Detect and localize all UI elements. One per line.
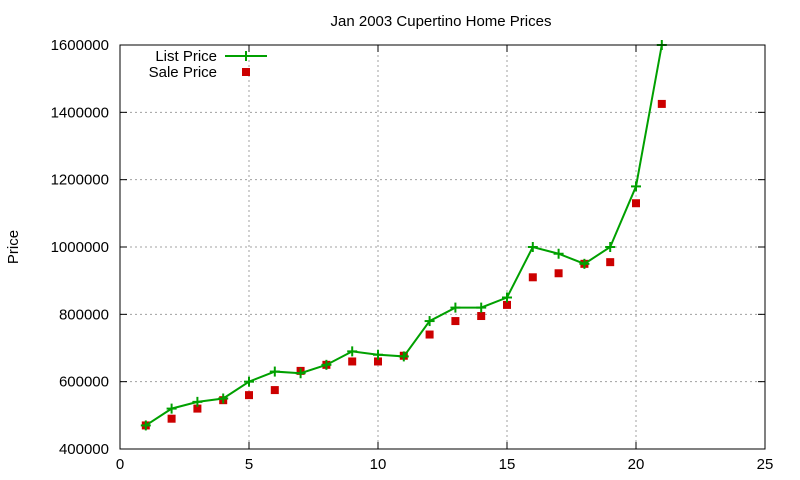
list-price-point bbox=[631, 181, 641, 192]
sale-price-point bbox=[632, 199, 640, 208]
sale-price-point bbox=[503, 300, 511, 309]
sale-price-point bbox=[451, 317, 460, 326]
x-tick-label: 0 bbox=[116, 456, 124, 473]
x-tick-label: 25 bbox=[757, 456, 774, 473]
x-tick-label: 15 bbox=[499, 456, 516, 473]
list-price-point bbox=[218, 393, 229, 404]
list-price-point bbox=[269, 366, 280, 377]
series-layer bbox=[140, 40, 667, 431]
sale-price-point bbox=[167, 414, 176, 423]
list-price-point bbox=[166, 403, 177, 414]
y-tick-label: 1600000 bbox=[51, 37, 109, 54]
legend-marker-list-price bbox=[225, 51, 267, 61]
legend-label-list-price: List Price bbox=[155, 48, 217, 65]
legend-square-marker bbox=[242, 68, 250, 76]
list-price-point bbox=[244, 376, 254, 387]
list-price-point bbox=[424, 316, 435, 327]
list-price-line bbox=[145, 44, 663, 427]
list-price-point bbox=[373, 349, 383, 360]
list-price-point bbox=[527, 242, 538, 252]
list-price-point bbox=[502, 292, 512, 303]
list-price-point bbox=[605, 242, 616, 252]
x-tick-label: 20 bbox=[628, 456, 645, 473]
list-price-point bbox=[192, 396, 203, 407]
sale-price-point bbox=[606, 258, 615, 267]
legend-marker-sale-price bbox=[242, 68, 250, 76]
chart-title: Jan 2003 Cupertino Home Prices bbox=[331, 13, 552, 30]
y-tick-label: 1400000 bbox=[51, 104, 109, 121]
y-tick-label: 800000 bbox=[59, 306, 109, 323]
y-tick-label: 1200000 bbox=[51, 172, 109, 189]
y-tick-label: 600000 bbox=[59, 374, 109, 391]
grid-lines bbox=[120, 45, 765, 449]
list-price-point bbox=[579, 258, 590, 269]
sale-price-point bbox=[528, 273, 537, 282]
list-price-point bbox=[321, 359, 332, 370]
y-axis-label: Price bbox=[5, 230, 22, 264]
legend-plus-marker bbox=[241, 51, 251, 61]
list-price-point bbox=[347, 346, 358, 357]
list-price-point bbox=[140, 420, 151, 431]
sale-price-point bbox=[477, 312, 486, 321]
sale-price-point bbox=[554, 269, 563, 278]
list-price-point bbox=[476, 302, 487, 313]
y-tick-label: 1000000 bbox=[51, 239, 109, 256]
sale-price-point bbox=[348, 357, 357, 366]
y-tick-label: 400000 bbox=[59, 441, 109, 458]
list-price-point bbox=[450, 302, 461, 313]
sale-price-point bbox=[374, 357, 382, 366]
sale-price-point bbox=[193, 404, 202, 413]
sale-price-point bbox=[657, 99, 666, 108]
sale-price-point bbox=[425, 330, 434, 339]
list-price-point bbox=[398, 351, 409, 362]
sale-price-point bbox=[245, 391, 253, 400]
axis-ticks: 0 5 10 15 20 25 400000 600000 800000 1000000 12000… bbox=[51, 37, 774, 473]
sale-price-point bbox=[270, 386, 279, 395]
list-price-point bbox=[295, 368, 306, 379]
legend-label-sale-price: Sale Price bbox=[149, 64, 217, 81]
x-tick-label: 5 bbox=[245, 456, 253, 473]
list-price-point bbox=[553, 248, 564, 259]
x-tick-label: 10 bbox=[370, 456, 387, 473]
legend: List Price Sale Price bbox=[149, 48, 267, 81]
